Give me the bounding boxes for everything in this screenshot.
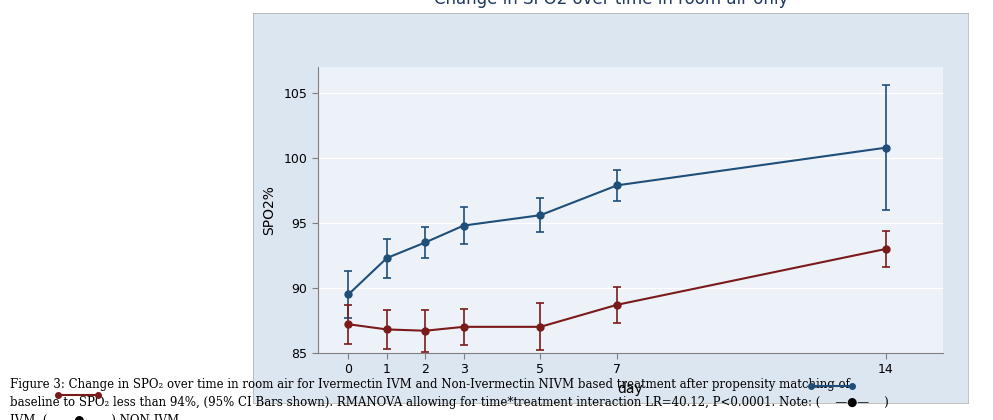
X-axis label: day: day: [618, 382, 643, 396]
Y-axis label: SPO2%: SPO2%: [262, 185, 276, 235]
Text: Figure 3: Change in SPO₂ over time in room air for Ivermectin IVM and Non-Iverme: Figure 3: Change in SPO₂ over time in ro…: [10, 378, 889, 420]
Title: Change in SPO2 over time in room air only: Change in SPO2 over time in room air onl…: [434, 0, 787, 8]
